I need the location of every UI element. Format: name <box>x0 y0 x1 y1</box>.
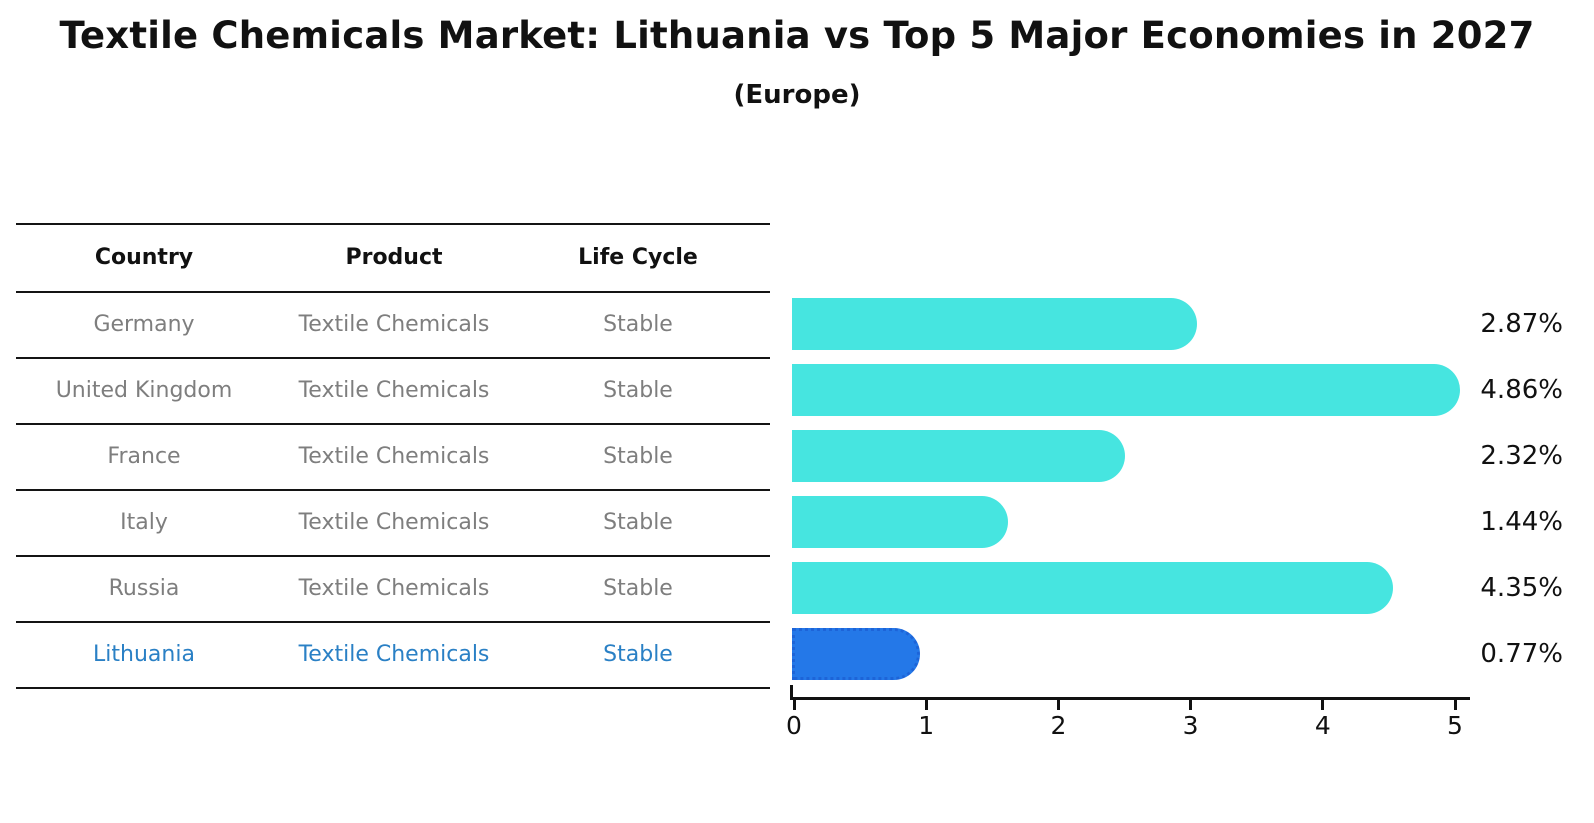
x-tick-label: 2 <box>1050 711 1067 740</box>
table-header-country: Country <box>94 244 194 270</box>
x-tick <box>1056 700 1060 710</box>
table-cell-product: Textile Chemicals <box>298 443 490 469</box>
table-cell-life-cycle: Stable <box>603 377 673 403</box>
table-cell-life-cycle: Stable <box>603 575 673 601</box>
table-separator-line <box>16 423 770 425</box>
bar-highlight-lithuania <box>792 628 920 680</box>
table-cell-country: Russia <box>108 575 180 601</box>
table-cell-life-cycle: Stable <box>603 509 673 535</box>
x-tick-label: 3 <box>1182 711 1199 740</box>
x-axis-left-spine <box>790 685 793 699</box>
table-separator-line <box>16 291 770 293</box>
x-tick <box>1453 700 1457 710</box>
x-tick <box>1189 700 1193 710</box>
bar <box>792 562 1393 614</box>
x-tick-label: 4 <box>1314 711 1331 740</box>
x-tick <box>792 700 796 710</box>
table-separator-line <box>16 555 770 557</box>
x-tick <box>924 700 928 710</box>
bar-value-label: 2.32% <box>1480 441 1563 471</box>
chart-title: Textile Chemicals Market: Lithuania vs T… <box>59 14 1535 57</box>
chart-subtitle: (Europe) <box>733 80 861 110</box>
table-cell-country: Italy <box>120 509 168 535</box>
x-tick-label: 5 <box>1447 711 1463 740</box>
table-cell-country: Germany <box>93 311 195 337</box>
bar <box>792 496 1008 548</box>
table-cell-product: Textile Chemicals <box>298 377 490 403</box>
bar-value-label: 1.44% <box>1480 507 1563 537</box>
table-cell-country: France <box>107 443 181 469</box>
table-cell-product: Textile Chemicals <box>298 575 490 601</box>
table-separator-line <box>16 223 770 225</box>
bar-value-label: 0.77% <box>1480 639 1563 669</box>
x-axis-line <box>790 697 1470 700</box>
table-cell-country: United Kingdom <box>55 377 233 403</box>
x-tick-label: 0 <box>786 711 802 740</box>
table-cell-product: Textile Chemicals <box>298 311 490 337</box>
bar-value-label: 4.86% <box>1480 375 1563 405</box>
bar <box>792 364 1460 416</box>
bar-value-label: 4.35% <box>1480 573 1563 603</box>
table-header-product: Product <box>345 244 443 270</box>
bar <box>792 298 1197 350</box>
table-header-life-cycle: Life Cycle <box>578 244 698 270</box>
table-cell-life-cycle: Stable <box>603 311 673 337</box>
table-cell-product: Textile Chemicals <box>298 641 490 667</box>
table-cell-life-cycle: Stable <box>603 443 673 469</box>
table-cell-country: Lithuania <box>93 641 195 667</box>
bar-value-label: 2.87% <box>1480 309 1563 339</box>
table-separator-line <box>16 687 770 689</box>
table-separator-line <box>16 357 770 359</box>
table-separator-line <box>16 621 770 623</box>
table-cell-product: Textile Chemicals <box>298 509 490 535</box>
x-tick <box>1321 700 1325 710</box>
table-separator-line <box>16 489 770 491</box>
bar <box>792 430 1125 482</box>
x-tick-label: 1 <box>918 711 935 740</box>
table-cell-life-cycle: Stable <box>603 641 673 667</box>
